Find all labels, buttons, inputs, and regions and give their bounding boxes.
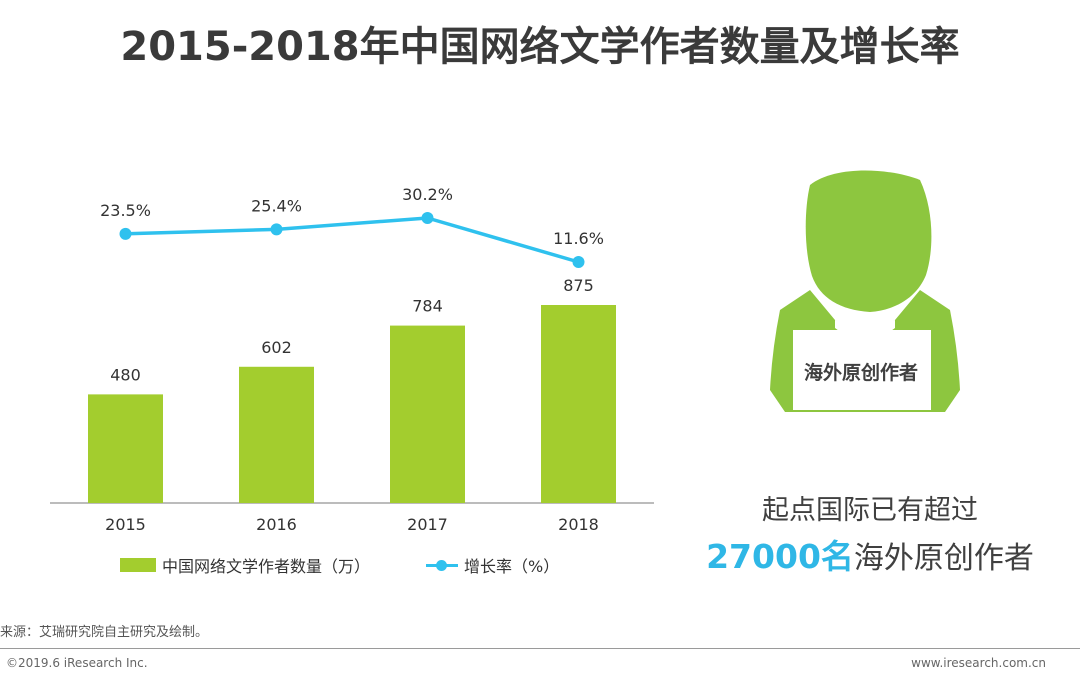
bar-data-labels: 480 602 784 875 — [110, 276, 594, 384]
line-point-2018 — [572, 256, 585, 268]
overseas-note-line2: 27000名海外原创作者 — [680, 530, 1060, 578]
line-label-2015: 23.5% — [100, 201, 151, 220]
x-tick-2016: 2016 — [256, 515, 297, 534]
line-point-2015 — [119, 227, 132, 240]
overseas-note-line2-rest: 海外原创作者 — [853, 541, 1034, 576]
legend-label-author-count: 中国网络文学作者数量（万） — [162, 557, 371, 576]
legend-line-swatch — [426, 558, 459, 572]
growth-rate-line — [125, 216, 579, 264]
line-label-2016: 25.4% — [251, 196, 302, 215]
legend-item-growth-rate: 增长率（%） — [426, 553, 559, 577]
x-tick-2015: 2015 — [105, 515, 146, 534]
person-holding-sign-icon — [770, 170, 960, 412]
legend-item-author-count: 中国网络文学作者数量（万） — [120, 553, 370, 577]
footer-divider — [0, 648, 1080, 649]
copyright-text: ©2019.6 iResearch Inc. — [6, 656, 148, 670]
source-note: 来源：艾瑞研究院自主研究及绘制。 — [0, 625, 209, 640]
bar-label-2018: 875 — [563, 276, 594, 295]
website-link[interactable]: www.iresearch.com.cn — [911, 656, 1046, 670]
legend: 中国网络文学作者数量（万） 增长率（%） — [120, 553, 615, 577]
chart-title: 2015-2018年中国网络文学作者数量及增长率 — [120, 24, 960, 70]
x-tick-2017: 2017 — [407, 515, 448, 534]
bar-label-2015: 480 — [110, 365, 141, 384]
sign-text: 海外原创作者 — [803, 361, 918, 384]
bar-2016 — [239, 366, 314, 503]
line-point-2017 — [421, 212, 434, 224]
overseas-author-count: 27000名 — [706, 537, 854, 576]
line-series: 23.5% 25.4% 30.2% 11.6% — [100, 185, 604, 268]
x-tick-labels: 2015 2016 2017 2018 — [105, 515, 599, 534]
x-tick-2018: 2018 — [558, 515, 599, 534]
bar-2017 — [390, 325, 465, 503]
bar-label-2017: 784 — [412, 297, 443, 316]
line-label-2017: 30.2% — [402, 185, 453, 204]
overseas-note-line1: 起点国际已有超过 — [762, 495, 978, 526]
bar-series — [88, 305, 616, 503]
line-point-2016 — [270, 223, 283, 236]
line-label-2018: 11.6% — [553, 229, 604, 248]
bar-2018 — [541, 305, 616, 503]
bar-label-2016: 602 — [261, 338, 292, 357]
bar-2015 — [88, 394, 163, 503]
legend-label-growth-rate: 增长率（%） — [464, 557, 560, 576]
legend-bar-swatch — [120, 558, 156, 572]
